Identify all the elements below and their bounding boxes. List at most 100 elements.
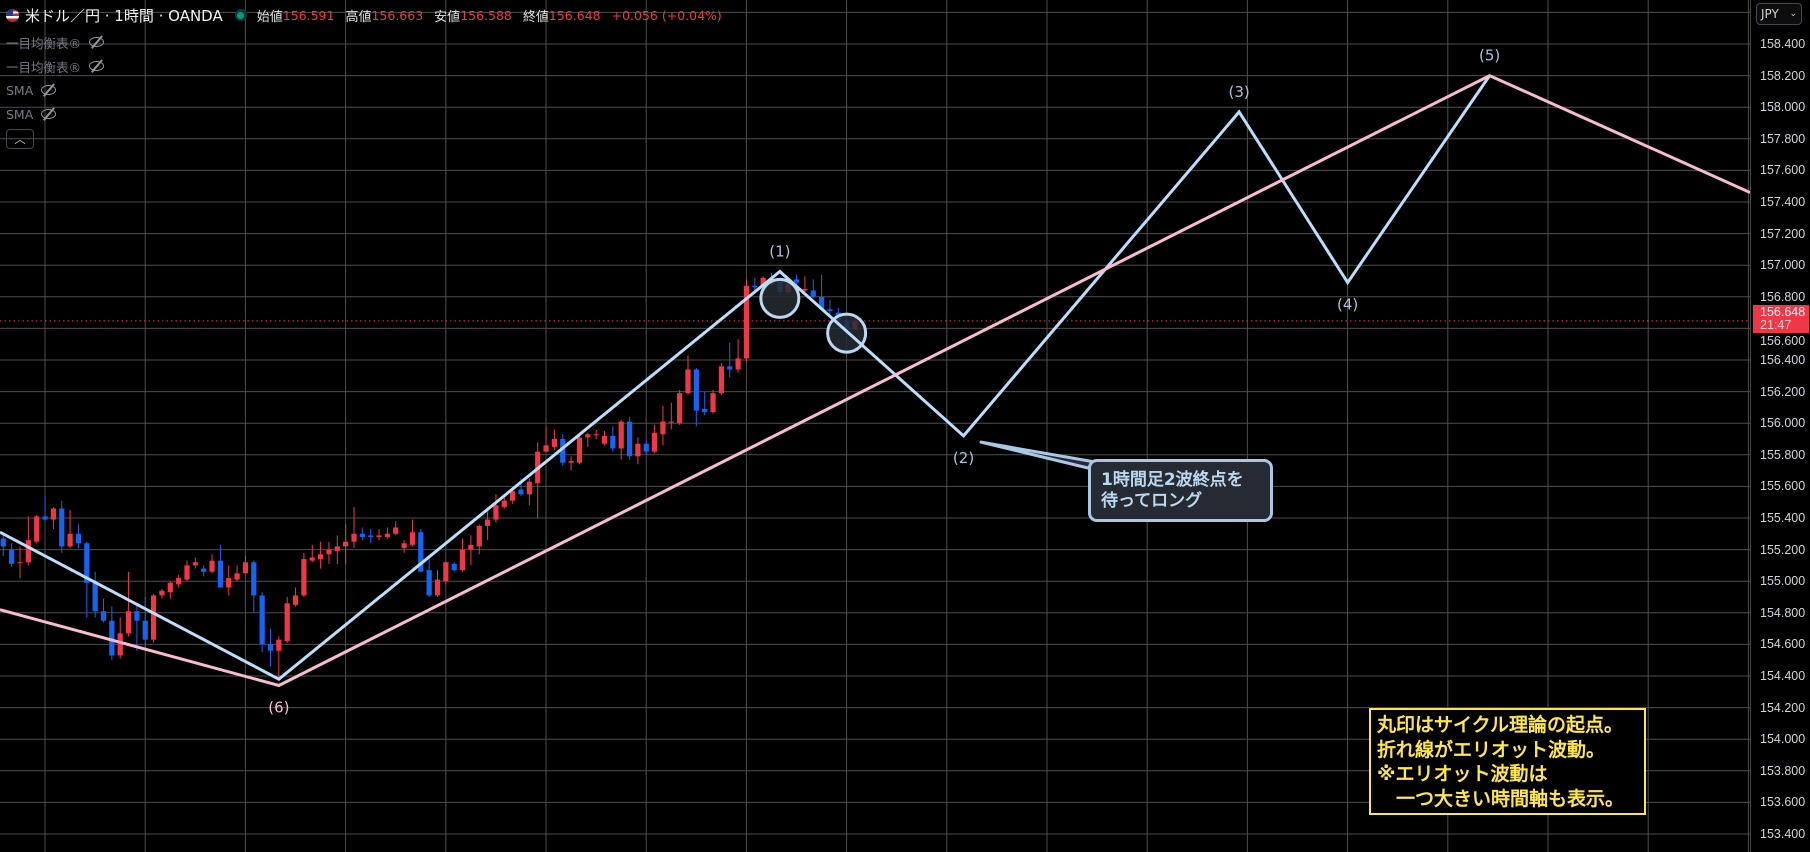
- price-tick-label: 155.400: [1760, 511, 1806, 525]
- candle: [409, 519, 416, 547]
- candle-body: [276, 639, 282, 651]
- price-change: +0.056 (+0.04%): [611, 7, 722, 23]
- bar-countdown: 21:47: [1760, 318, 1792, 332]
- candle-body: [543, 445, 549, 452]
- candle-body: [267, 644, 274, 651]
- explanation-note[interactable]: 丸印はサイクル理論の起点。 折れ線がエリオット波動。 ※エリオット波動は 一つ大きい…: [1369, 708, 1646, 815]
- candle-body: [468, 544, 474, 550]
- candle: [109, 606, 115, 661]
- candle: [92, 571, 98, 618]
- candle-body: [652, 432, 658, 452]
- price-tick-label: 155.600: [1760, 479, 1806, 494]
- ohlc-open: 始値 156.591: [257, 6, 335, 25]
- candle: [476, 524, 482, 555]
- note-line: 一つ大きい時間軸も表示。: [1377, 787, 1625, 810]
- indicator-ichimoku-1[interactable]: 一目均衡表®: [6, 30, 105, 54]
- candle-body: [493, 505, 499, 520]
- wave-line-large: [0, 73, 1750, 688]
- candle-body: [618, 421, 624, 449]
- candle: [9, 543, 15, 567]
- candle: [626, 416, 633, 460]
- candle-body: [67, 533, 73, 547]
- candle: [25, 516, 31, 566]
- indicator-list: 一目均衡表® 一目均衡表® SMA SMA ︿: [6, 30, 105, 149]
- wave-label: (3): [1228, 83, 1249, 101]
- candle-body: [251, 562, 257, 596]
- candle-body: [710, 393, 716, 413]
- candle-body: [368, 535, 374, 537]
- candle-body: [426, 570, 432, 596]
- candle-body: [25, 540, 31, 563]
- price-tick-label: 155.200: [1760, 542, 1806, 557]
- candle: [176, 574, 182, 588]
- currency-select[interactable]: JPY ⌄: [1756, 3, 1802, 25]
- candle: [735, 339, 741, 373]
- candle-body: [92, 582, 98, 612]
- price-chart[interactable]: (1) (2) (3) (4) (5) (6): [0, 0, 1750, 852]
- price-axis[interactable]: JPY ⌄ 158.400 158.200 158.000 157.800 157.600…: [1750, 0, 1810, 852]
- eye-off-icon[interactable]: [41, 108, 57, 120]
- candle: [568, 456, 574, 471]
- candle-body: [485, 519, 491, 526]
- candle-body: [626, 421, 633, 457]
- candle: [426, 557, 432, 597]
- eye-off-icon[interactable]: [89, 60, 105, 72]
- indicator-ichimoku-2[interactable]: 一目均衡表®: [6, 54, 105, 78]
- candle: [501, 497, 507, 509]
- candle: [493, 494, 499, 523]
- candle: [75, 524, 82, 549]
- candle: [142, 597, 148, 651]
- candle-body: [318, 554, 324, 560]
- collapse-indicators-button[interactable]: ︿: [6, 129, 34, 149]
- candle-body: [226, 578, 232, 588]
- grid-lines: [0, 0, 1750, 852]
- price-tick-label: 156.000: [1760, 416, 1806, 431]
- candle-body: [443, 562, 449, 582]
- close-label: 終値: [522, 9, 549, 25]
- candle: [134, 603, 140, 651]
- note-line: 折れ線がエリオット波動。: [1377, 738, 1606, 761]
- price-tick-label: 154.200: [1760, 700, 1806, 715]
- candle-body: [17, 562, 23, 564]
- price-tick-label: 155.000: [1760, 574, 1806, 589]
- candle: [284, 597, 290, 643]
- indicator-sma-1[interactable]: SMA: [6, 78, 105, 102]
- candle: [652, 424, 658, 454]
- candles: [0, 273, 858, 681]
- candle: [551, 429, 557, 451]
- wave-label: (5): [1479, 47, 1500, 65]
- candle: [393, 521, 399, 536]
- candle-body: [568, 461, 574, 463]
- candle: [267, 628, 274, 667]
- callout-annotation[interactable]: 1時間足2波終点を 待ってロング: [1088, 459, 1273, 522]
- candle: [17, 546, 23, 579]
- candle-body: [459, 549, 466, 571]
- candle-body: [75, 533, 82, 544]
- wave-label: (6): [268, 698, 289, 716]
- candle: [685, 355, 691, 395]
- price-tick-label: 158.000: [1760, 100, 1806, 115]
- candle-body: [343, 541, 349, 547]
- low-label: 安値: [434, 9, 461, 25]
- candle-body: [117, 633, 123, 656]
- eye-off-icon[interactable]: [41, 84, 57, 96]
- elliott-waves[interactable]: (1) (2) (3) (4) (5) (6): [0, 47, 1750, 717]
- candle: [42, 495, 48, 522]
- candle: [543, 426, 549, 452]
- symbol-title[interactable]: 米ドル／円 · 1時間 · OANDA: [25, 6, 223, 25]
- candle: [117, 617, 123, 659]
- high-label: 高値: [345, 9, 372, 25]
- candle: [677, 390, 683, 425]
- candle: [451, 562, 457, 572]
- eye-off-icon[interactable]: [89, 36, 105, 48]
- candle-body: [242, 562, 249, 574]
- candle-body: [643, 443, 649, 452]
- candle: [292, 587, 299, 607]
- indicator-sma-2[interactable]: SMA: [6, 102, 105, 126]
- candle-body: [585, 434, 591, 438]
- candle: [743, 279, 750, 362]
- ohlc-close: 終値 156.648: [523, 6, 601, 25]
- candle-body: [802, 288, 808, 291]
- candle: [793, 274, 800, 286]
- candle: [226, 565, 232, 596]
